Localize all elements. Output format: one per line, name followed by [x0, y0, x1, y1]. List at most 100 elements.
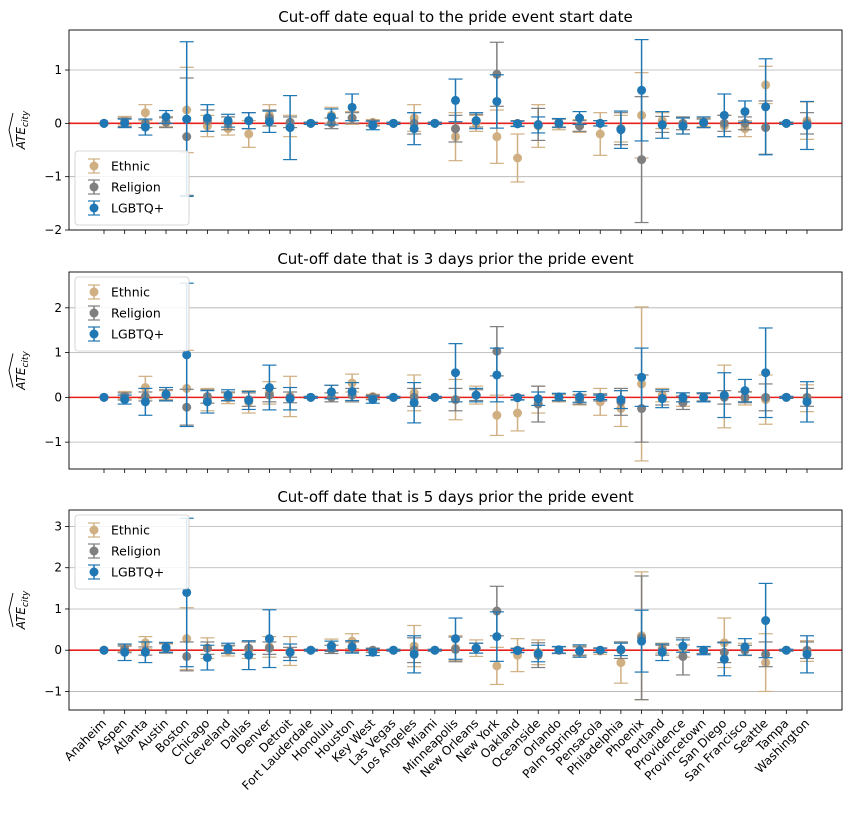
data-point [140, 383, 150, 393]
chart-title: Cut-off date equal to the pride event st… [278, 8, 632, 26]
legend-marker-dot [89, 308, 99, 318]
data-point [347, 642, 357, 652]
data-point [347, 387, 357, 397]
data-point [492, 96, 502, 106]
legend-label: LGBTQ+ [111, 327, 164, 342]
data-point [802, 397, 812, 407]
data-point [140, 122, 150, 132]
legend-marker-dot [89, 287, 99, 297]
data-point [182, 587, 192, 597]
y-tick-label: 0 [54, 116, 62, 130]
legend-label: Religion [111, 180, 161, 195]
legend-marker-dot [89, 546, 99, 556]
data-point [368, 120, 378, 130]
data-point [430, 118, 440, 128]
panel-3: −10123AnaheimAspenAtlantaAustinBostonChi… [8, 488, 843, 793]
legend-marker-dot [89, 203, 99, 213]
data-point [719, 390, 729, 400]
data-point [513, 393, 523, 403]
panel-1: −2 −1 0 1 Cut-off date equal to the pride ev… [8, 8, 843, 237]
data-point [740, 118, 750, 128]
data-point [326, 112, 336, 122]
data-point [451, 368, 460, 378]
data-point [409, 649, 419, 659]
data-point [575, 392, 585, 402]
legend-marker-dot [89, 525, 99, 535]
data-point [451, 634, 460, 644]
data-point [223, 390, 233, 400]
data-point [264, 634, 274, 644]
legend-marker-dot [89, 329, 99, 339]
data-point [430, 645, 440, 655]
data-point [409, 398, 419, 408]
legend-box [74, 150, 190, 226]
data-point [182, 350, 192, 360]
data-point [616, 395, 626, 405]
data-point [471, 643, 481, 653]
data-point [244, 395, 254, 405]
data-point [616, 644, 626, 654]
data-point [264, 383, 274, 393]
data-point [657, 647, 667, 657]
legend-label: LGBTQ+ [111, 565, 164, 580]
data-point [409, 124, 419, 134]
data-point [326, 387, 336, 397]
data-point [513, 119, 523, 129]
data-point [326, 641, 336, 651]
data-point [554, 392, 564, 402]
data-point [161, 642, 171, 652]
data-point [699, 646, 709, 656]
data-point [678, 651, 688, 661]
legend: Ethnic Religion LGBTQ+ [74, 514, 190, 590]
data-point [388, 392, 398, 402]
axes-frame [68, 509, 843, 711]
data-point [492, 661, 502, 671]
data-point [492, 632, 502, 642]
data-point [781, 645, 791, 655]
data-point [347, 102, 357, 112]
data-point [781, 118, 791, 128]
data-point [533, 649, 543, 659]
data-point [637, 155, 647, 165]
data-point [719, 110, 729, 120]
y-tick-label: 2 [54, 301, 62, 315]
y-axis-label: ATEcity [8, 110, 31, 150]
y-axis-label-text: ATEcity [14, 110, 31, 150]
data-point [533, 394, 543, 404]
chart-title: Cut-off date that is 5 days prior the pr… [277, 488, 633, 506]
panel-2: −1 0 1 2 Cut-off date that is 3 days prior t… [8, 250, 843, 473]
data-point [368, 395, 378, 405]
data-point [657, 120, 667, 130]
data-point [182, 114, 192, 124]
hat-accent [8, 112, 14, 148]
y-tick-label: −1 [44, 435, 62, 449]
data-point [637, 372, 647, 382]
data-point [492, 410, 502, 420]
legend-label: Ethnic [111, 285, 150, 300]
data-point [678, 392, 688, 402]
data-point [657, 394, 667, 404]
data-point [513, 153, 523, 163]
y-axis-label: ATEcity [8, 590, 31, 630]
data-point [595, 645, 605, 655]
data-point [285, 647, 295, 657]
data-point [306, 118, 316, 128]
legend-marker-dot [89, 182, 99, 192]
data-point [264, 117, 274, 127]
data-point [719, 654, 729, 664]
hat-accent [8, 592, 14, 628]
legend-label: Religion [111, 544, 161, 559]
chart-title: Cut-off date that is 3 days prior the pr… [277, 250, 633, 268]
data-point [202, 653, 212, 663]
data-point [202, 397, 212, 407]
data-point [492, 132, 502, 142]
data-point [120, 647, 130, 657]
data-point [471, 390, 481, 400]
axes-frame [68, 29, 843, 231]
axes-frame [68, 271, 843, 470]
data-point [161, 112, 171, 122]
data-point [388, 645, 398, 655]
y-tick-label: −1 [44, 170, 62, 184]
data-point [223, 116, 233, 126]
